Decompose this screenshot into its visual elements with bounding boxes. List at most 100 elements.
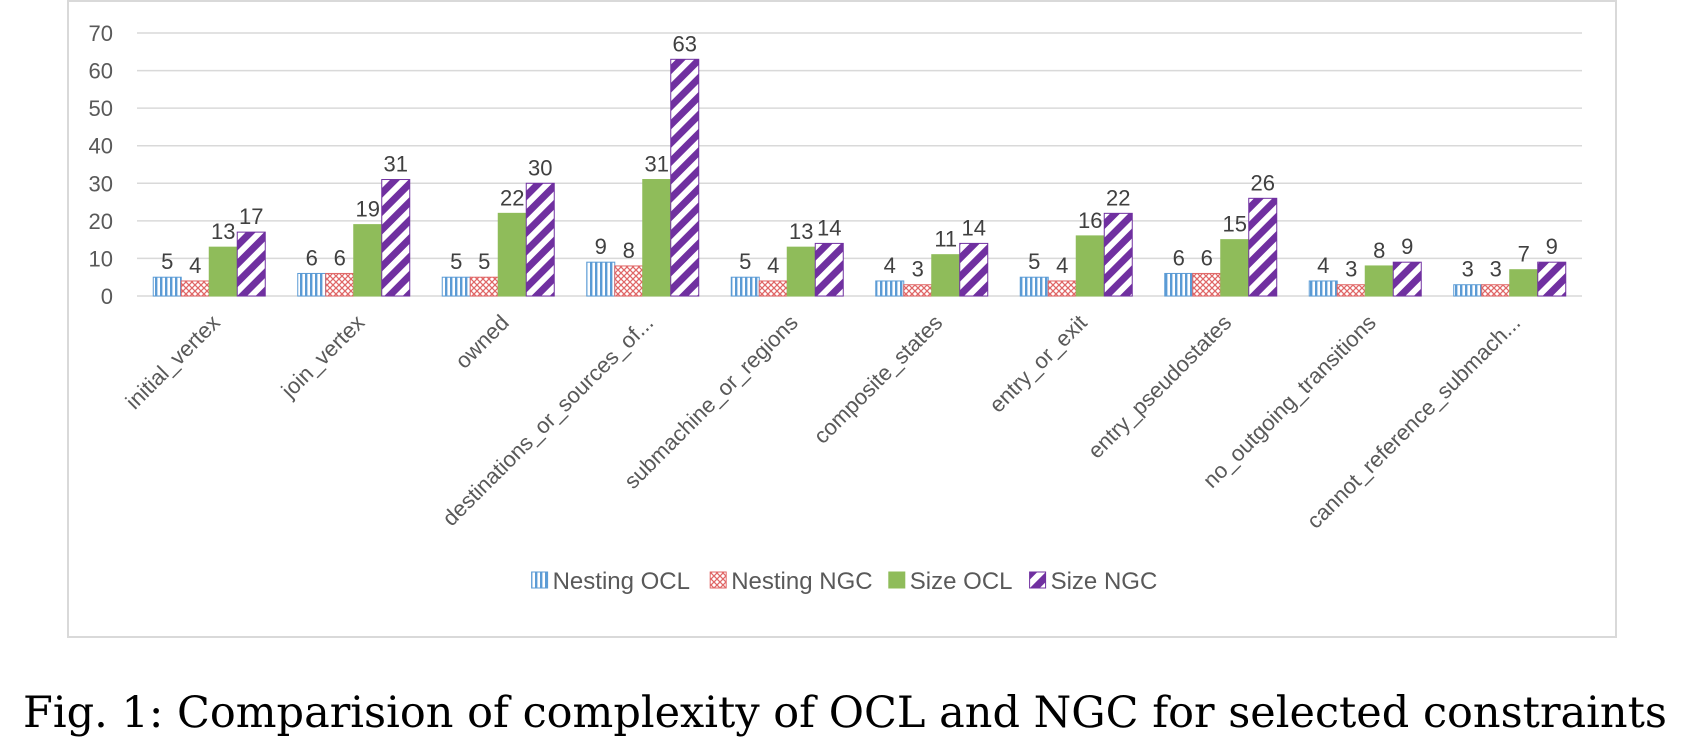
bar	[1364, 265, 1394, 297]
data-label: 11	[934, 227, 957, 252]
bar	[814, 242, 844, 297]
data-label: 3	[1490, 257, 1502, 282]
data-label: 19	[356, 197, 380, 222]
data-label: 26	[1251, 170, 1275, 195]
x-tick-label: join_vertex	[276, 310, 370, 404]
data-label: 63	[673, 31, 697, 56]
bar	[353, 224, 383, 297]
bar	[959, 242, 989, 297]
bar	[1308, 280, 1338, 297]
data-label: 3	[912, 257, 924, 282]
legend-swatch	[1029, 571, 1047, 589]
x-tick-label: entry_pseudostates	[1083, 310, 1236, 463]
bar	[497, 212, 527, 297]
data-label: 6	[306, 245, 318, 270]
x-tick-label: initial_vertex	[121, 310, 225, 414]
data-label: 5	[450, 249, 462, 274]
data-label: 8	[1373, 238, 1385, 263]
bar	[670, 58, 700, 297]
figure-caption: Fig. 1: Comparision of complexity of OCL…	[23, 688, 1667, 738]
bar	[875, 280, 905, 297]
legend-label: Nesting OCL	[553, 568, 690, 595]
data-label: 5	[1028, 249, 1040, 274]
bar	[1164, 272, 1194, 297]
legend-swatch	[531, 571, 549, 589]
y-tick-label: 40	[89, 134, 113, 159]
legend: Nesting OCL Nesting NGC Size OCL Size NGC	[531, 568, 1158, 595]
data-label: 17	[239, 204, 263, 229]
data-label: 5	[739, 249, 751, 274]
x-tick-label: owned	[450, 310, 514, 374]
y-tick-label: 30	[89, 171, 113, 196]
data-label: 3	[1462, 257, 1474, 282]
y-tick-label: 10	[89, 246, 113, 271]
data-label: 5	[161, 249, 173, 274]
data-label: 14	[962, 215, 986, 240]
bar	[208, 246, 238, 297]
bar	[1392, 261, 1422, 297]
bar	[236, 231, 266, 297]
bar	[1537, 261, 1567, 297]
data-label: 22	[500, 185, 524, 210]
y-tick-label: 60	[89, 59, 113, 84]
x-tick-label: entry_or_exit	[984, 310, 1092, 418]
data-label: 13	[789, 219, 813, 244]
bar	[614, 265, 644, 297]
bar	[1019, 276, 1049, 297]
data-label: 13	[211, 219, 235, 244]
data-label: 3	[1345, 257, 1357, 282]
bar	[931, 254, 961, 297]
bar	[297, 272, 327, 297]
legend-swatch	[888, 571, 906, 589]
data-label: 9	[595, 234, 607, 259]
bar	[325, 272, 355, 297]
data-label: 30	[528, 155, 552, 180]
bar	[1453, 284, 1483, 297]
y-axis: 0 10 20 30 40 50 60 70	[89, 21, 113, 309]
bar	[730, 276, 760, 297]
data-label: 6	[334, 245, 346, 270]
data-label: 16	[1078, 208, 1102, 233]
y-tick-label: 0	[101, 284, 113, 309]
data-label: 14	[817, 215, 841, 240]
data-label: 4	[189, 253, 201, 278]
x-tick-label: composite_states	[809, 310, 948, 449]
data-label: 4	[884, 253, 896, 278]
legend-label: Size NGC	[1051, 568, 1158, 595]
bar	[469, 276, 499, 297]
data-label: 31	[384, 152, 408, 177]
data-label: 4	[1317, 253, 1329, 278]
bar	[1075, 235, 1105, 297]
data-label: 22	[1106, 185, 1130, 210]
bar	[381, 179, 411, 297]
bar	[1248, 197, 1278, 297]
bar	[180, 280, 210, 297]
legend-label: Nesting NGC	[731, 568, 872, 595]
bar	[1103, 212, 1133, 297]
data-label: 7	[1518, 242, 1530, 267]
legend-swatch	[709, 571, 727, 589]
bar	[586, 261, 616, 297]
data-label: 9	[1546, 234, 1558, 259]
bar	[525, 182, 555, 297]
bar	[152, 276, 182, 297]
data-label: 8	[623, 238, 635, 263]
bar	[1481, 284, 1511, 297]
data-label: 5	[478, 249, 490, 274]
data-label: 4	[1056, 253, 1068, 278]
data-label: 6	[1173, 245, 1185, 270]
data-label: 9	[1401, 234, 1413, 259]
data-label: 6	[1201, 245, 1213, 270]
y-tick-label: 50	[89, 96, 113, 121]
bar	[1220, 239, 1250, 297]
y-tick-label: 20	[89, 209, 113, 234]
legend-label: Size OCL	[910, 568, 1013, 595]
bar	[786, 246, 816, 297]
bars	[152, 58, 1567, 297]
bar	[1336, 284, 1366, 297]
bar	[441, 276, 471, 297]
bar	[1192, 272, 1222, 297]
bar	[1047, 280, 1077, 297]
